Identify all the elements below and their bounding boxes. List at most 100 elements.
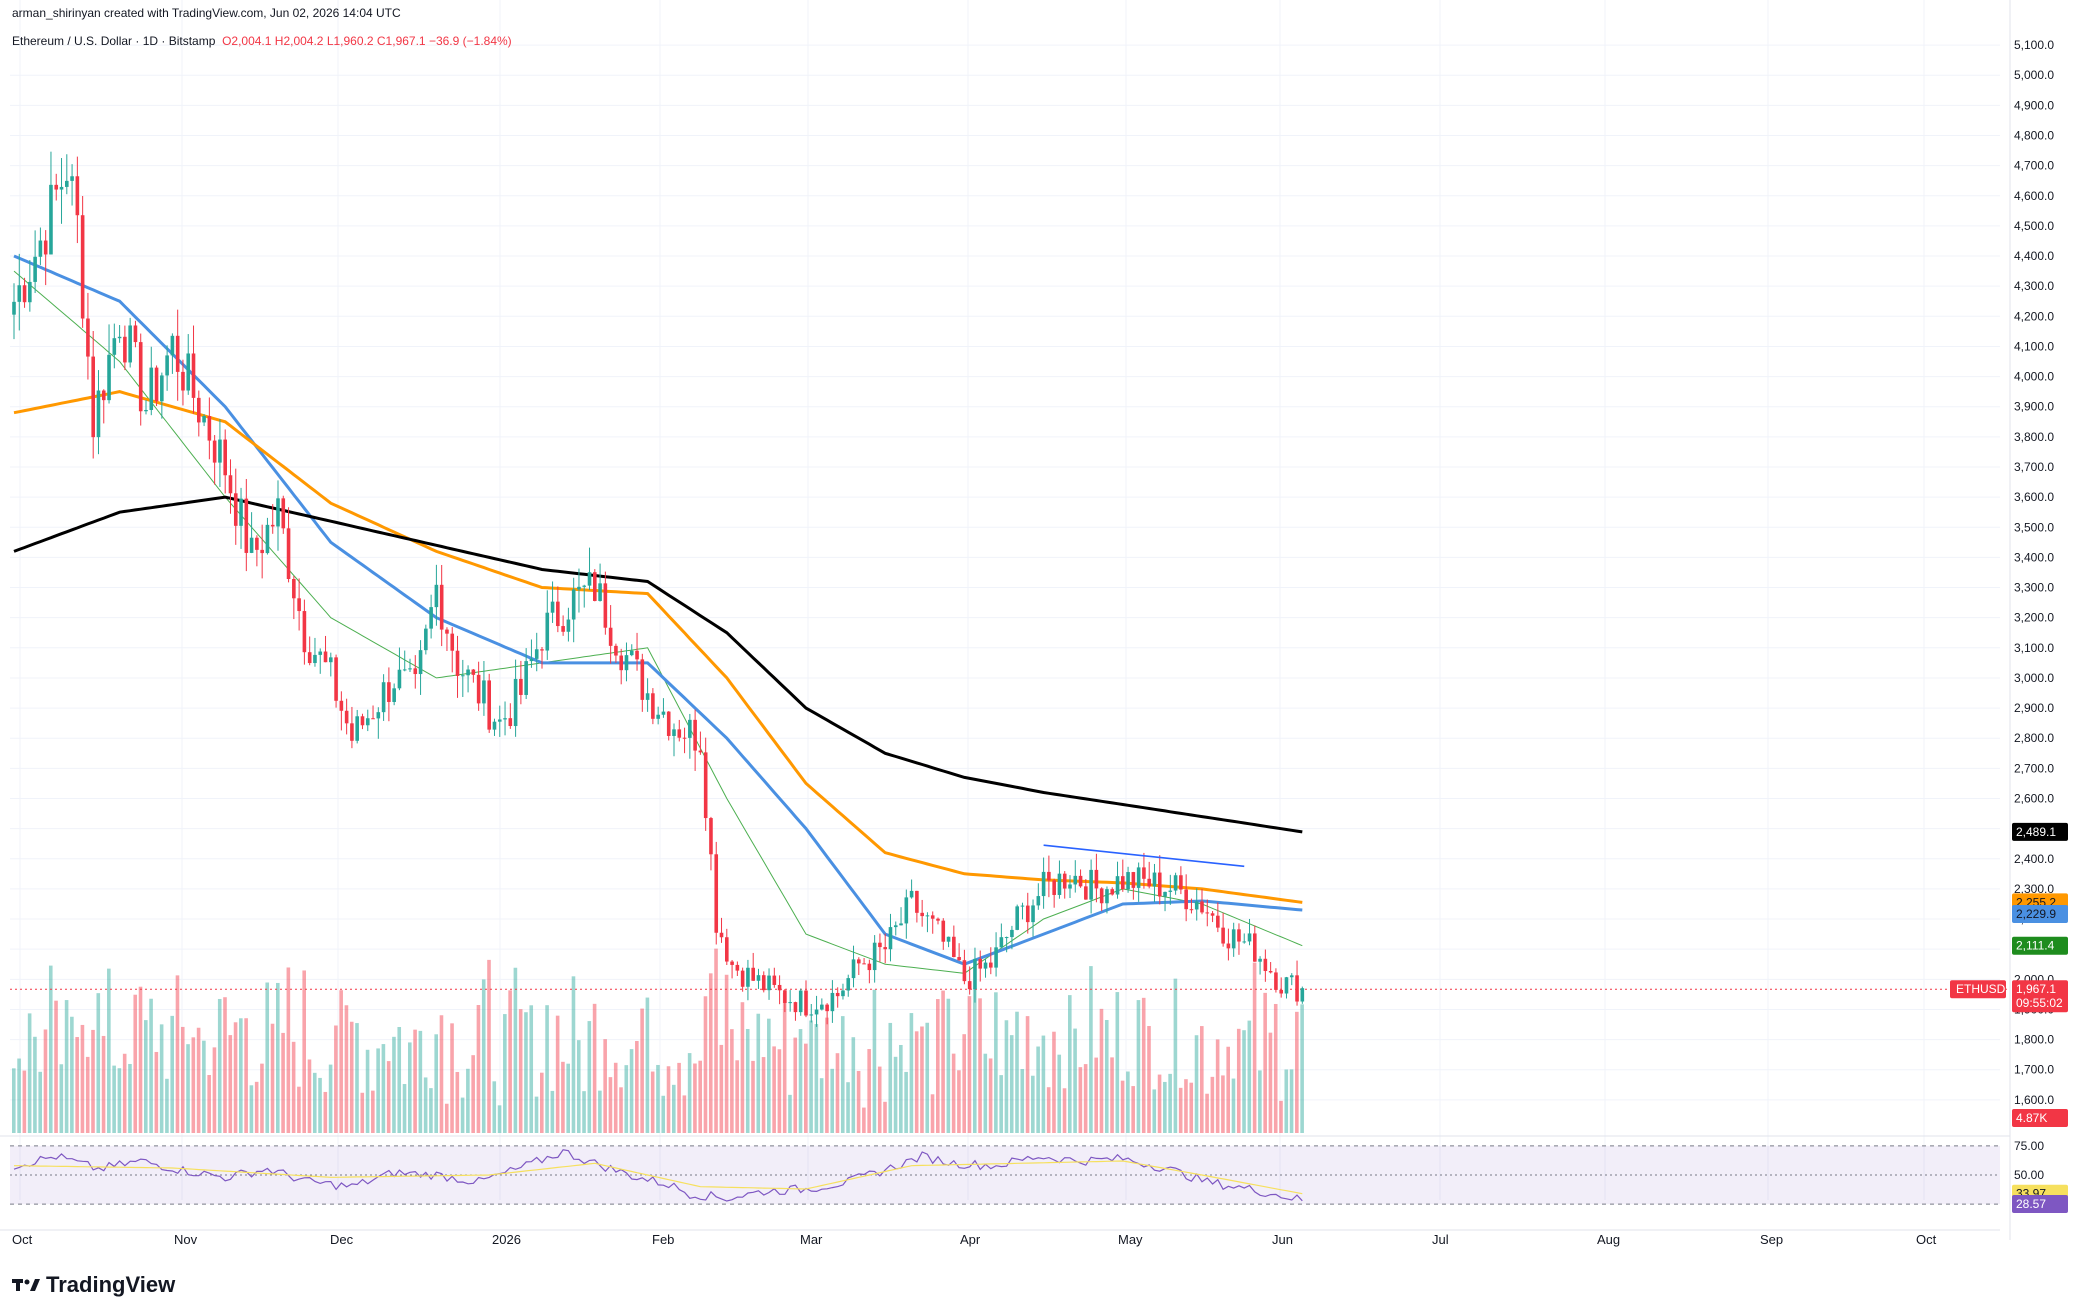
volume-bar: [54, 1000, 58, 1133]
volume-bar: [1236, 1028, 1241, 1133]
candle-body: [703, 752, 708, 819]
volume-bar: [59, 1064, 64, 1133]
volume-bar: [677, 1062, 681, 1133]
candle-body: [439, 584, 444, 630]
candle-body: [1157, 872, 1162, 897]
volume-bar: [1152, 1089, 1157, 1133]
candle-body: [239, 498, 243, 526]
volume-bar: [1221, 1075, 1225, 1133]
candle-body: [872, 942, 877, 971]
candle-body: [820, 1004, 824, 1010]
volume-bar: [862, 1107, 866, 1133]
candle-body: [1068, 884, 1072, 889]
candle-body: [123, 336, 127, 363]
volume-bar: [867, 1049, 871, 1133]
candle-body: [746, 967, 750, 987]
time-tick-label: Jun: [1272, 1232, 1293, 1247]
ma-fast-price-label-bg: [2012, 936, 2068, 955]
volume-bar: [635, 1041, 639, 1133]
volume-bar: [1046, 1087, 1051, 1133]
candle-body: [693, 719, 697, 751]
tradingview-logo[interactable]: TradingView: [12, 1272, 175, 1298]
candle-body: [1189, 909, 1194, 911]
volume-bar: [904, 1071, 908, 1133]
candle-body: [1200, 901, 1204, 913]
price-tick-label: 3,200.0: [2014, 611, 2054, 625]
candle-body: [270, 524, 275, 527]
volume-bar: [43, 1029, 48, 1133]
candle-body: [867, 963, 872, 971]
candle-body: [371, 718, 375, 720]
candle-body: [307, 652, 312, 664]
candle-body: [334, 657, 338, 701]
candle-body: [1247, 933, 1252, 942]
volume-bar: [804, 1043, 808, 1133]
volume-bar: [888, 1022, 893, 1133]
candle-body: [519, 678, 523, 695]
candle-body: [730, 961, 734, 965]
volume-bar: [444, 1103, 449, 1133]
volume-bar: [492, 1081, 497, 1133]
price-tick-label: 4,800.0: [2014, 128, 2054, 142]
candle-body: [1226, 943, 1231, 949]
volume-bar: [371, 1090, 375, 1133]
volume-bar: [175, 975, 180, 1133]
candle-body: [381, 682, 386, 713]
candle-body: [941, 920, 946, 942]
volume-bar: [587, 1021, 592, 1133]
candle-body: [925, 915, 930, 917]
candle-body: [59, 186, 64, 190]
price-tick-label: 3,700.0: [2014, 460, 2054, 474]
volume-bar: [740, 1002, 745, 1133]
candle-body: [1221, 927, 1225, 944]
rsi-pane: 75.00 50.00: [0, 1135, 2044, 1205]
resistance-trendline[interactable]: [1043, 844, 1245, 868]
price-tick-label: 4,300.0: [2014, 279, 2054, 293]
volume-bar: [1015, 1011, 1019, 1133]
volume-bar: [165, 1078, 169, 1133]
volume-bar: [936, 999, 940, 1133]
volume-bar: [291, 1041, 296, 1133]
volume-bar: [825, 1017, 829, 1133]
candle-body: [43, 240, 48, 255]
candle-body: [1231, 929, 1236, 949]
price-tick-label: 2,400.0: [2014, 852, 2054, 866]
candle-body: [202, 416, 206, 423]
candle-body: [497, 719, 502, 722]
candle-body: [804, 990, 808, 1016]
candle-body: [1047, 871, 1051, 881]
volume-bar: [281, 1032, 285, 1133]
volume-bar: [503, 1014, 507, 1133]
candle-body: [186, 353, 191, 391]
time-tick-label: Aug: [1597, 1232, 1620, 1247]
price-scale[interactable]: 5,100.0 5,000.0 4,900.0 4,800.0 4,700.0 4,600…: [2009, 0, 2054, 1240]
candle-body: [566, 619, 571, 632]
volume-bar: [349, 1021, 354, 1133]
candle-body: [86, 318, 90, 357]
candle-body: [740, 970, 745, 987]
volume-bar: [666, 1066, 671, 1133]
candle-body: [1131, 872, 1136, 888]
candle-body: [65, 180, 69, 187]
volume-bar: [735, 1060, 739, 1133]
volume-bar: [1036, 1046, 1040, 1133]
candle-body: [365, 718, 370, 726]
volume-bar: [851, 1037, 856, 1133]
volume-bar: [128, 1063, 132, 1133]
price-tick-label: 4,600.0: [2014, 189, 2054, 203]
candle-body: [392, 688, 396, 702]
candle-body: [825, 1004, 829, 1012]
volume-bar: [138, 986, 143, 1133]
volume-bar: [48, 965, 53, 1133]
candle-body: [952, 936, 956, 958]
price-tick-label: 2,700.0: [2014, 761, 2054, 775]
candle-body: [276, 498, 280, 527]
candle-body: [360, 716, 365, 726]
trendline[interactable]: [1043, 844, 1245, 868]
volume-bar: [191, 1037, 196, 1133]
volume-bar: [323, 1091, 328, 1133]
brand-name: TradingView: [46, 1272, 176, 1297]
time-scale[interactable]: Oct Nov Dec 2026 Feb Mar Apr May Jun Jul Aug Sep Oct: [0, 1229, 2000, 1247]
candle-body: [313, 654, 317, 664]
